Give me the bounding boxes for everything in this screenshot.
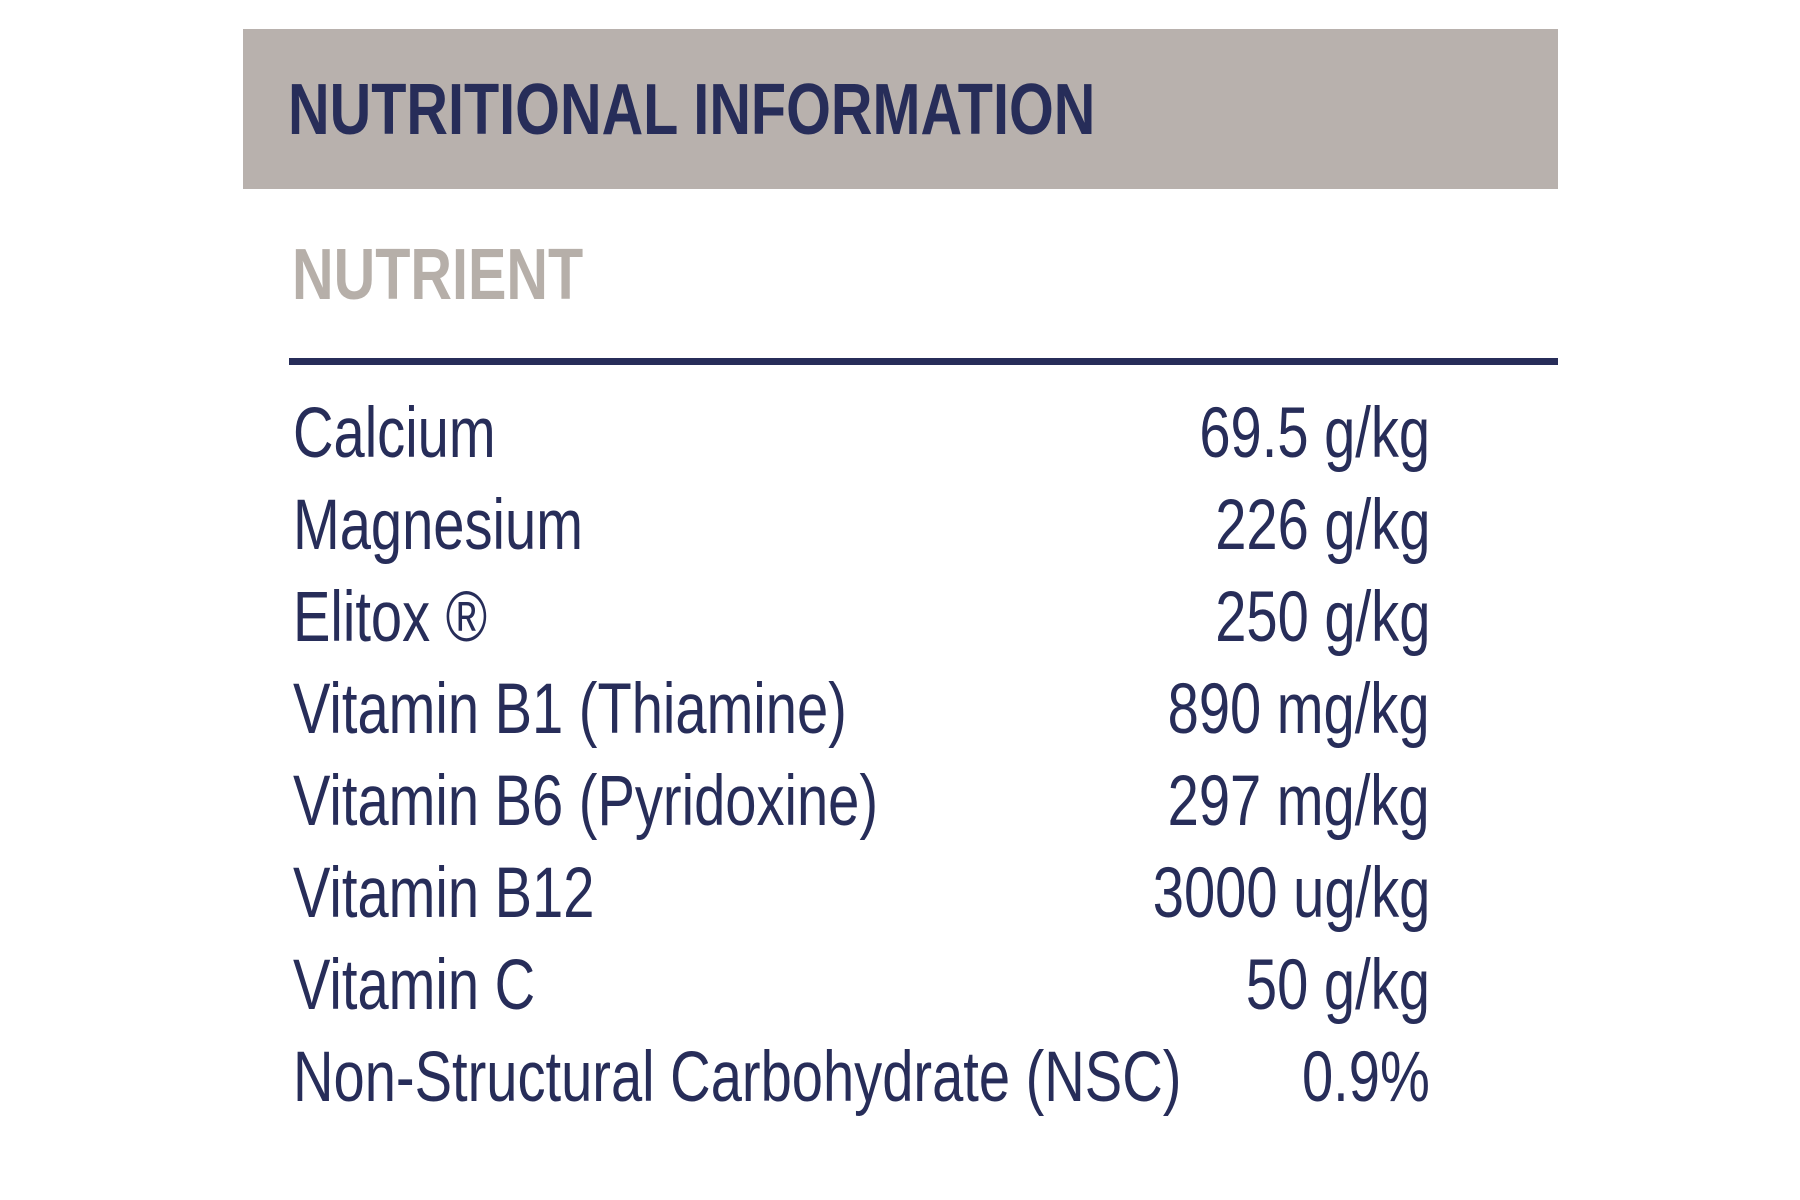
nutrient-name: Magnesium xyxy=(293,486,583,565)
nutrient-value: 297 mg/kg xyxy=(1168,762,1430,841)
nutrient-value: 0.9% xyxy=(1302,1038,1430,1117)
table-row: Vitamin C 50 g/kg xyxy=(293,940,1430,1032)
nutrient-table: Calcium 69.5 g/kg Magnesium 226 g/kg Eli… xyxy=(293,388,1430,1124)
section-header-band: NUTRITIONAL INFORMATION xyxy=(243,29,1558,189)
nutrient-name: Vitamin B1 (Thiamine) xyxy=(293,670,847,749)
table-row: Vitamin B6 (Pyridoxine) 297 mg/kg xyxy=(293,756,1430,848)
table-row: Non-Structural Carbohydrate (NSC) 0.9% xyxy=(293,1032,1430,1124)
nutrient-value: 250 g/kg xyxy=(1214,578,1430,657)
nutrient-value: 69.5 g/kg xyxy=(1199,394,1430,473)
nutrient-value: 3000 ug/kg xyxy=(1152,854,1430,933)
nutrient-name: Elitox ® xyxy=(293,578,488,657)
nutrient-name: Non-Structural Carbohydrate (NSC) xyxy=(293,1038,1182,1117)
table-row: Vitamin B12 3000 ug/kg xyxy=(293,848,1430,940)
nutrient-name: Calcium xyxy=(293,394,496,473)
table-row: Vitamin B1 (Thiamine) 890 mg/kg xyxy=(293,664,1430,756)
nutrient-column-header: NUTRIENT xyxy=(292,235,584,315)
header-divider-rule xyxy=(289,358,1558,365)
table-row: Magnesium 226 g/kg xyxy=(293,480,1430,572)
nutrient-value: 50 g/kg xyxy=(1246,946,1430,1025)
nutrient-name: Vitamin B12 xyxy=(293,854,595,933)
nutrient-value: 890 mg/kg xyxy=(1168,670,1430,749)
nutrient-name: Vitamin C xyxy=(293,946,536,1025)
nutrient-name: Vitamin B6 (Pyridoxine) xyxy=(293,762,879,841)
nutrient-value: 226 g/kg xyxy=(1214,486,1430,565)
table-row: Elitox ® 250 g/kg xyxy=(293,572,1430,664)
section-title: NUTRITIONAL INFORMATION xyxy=(288,70,1096,150)
table-row: Calcium 69.5 g/kg xyxy=(293,388,1430,480)
